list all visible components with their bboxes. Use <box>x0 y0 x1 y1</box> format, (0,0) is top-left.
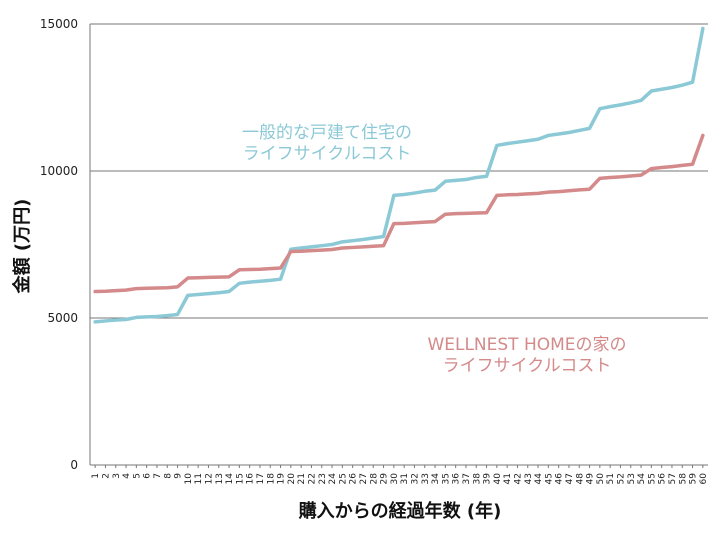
x-tick-label: 15 <box>235 473 245 484</box>
y-tick-label: 15000 <box>40 17 78 31</box>
x-tick-label: 34 <box>431 473 441 485</box>
x-tick-label: 2 <box>101 473 111 479</box>
x-tick-label: 23 <box>318 473 328 484</box>
x-tick-label: 13 <box>215 473 225 484</box>
x-tick-label: 11 <box>194 473 204 484</box>
x-tick-label: 46 <box>555 473 565 485</box>
y-tick-label: 0 <box>70 458 78 472</box>
y-tick-label: 5000 <box>47 311 78 325</box>
x-tick-label: 27 <box>359 473 369 484</box>
x-tick-label: 14 <box>225 473 235 485</box>
y-axis-title: 金額 (万円) <box>11 199 33 295</box>
x-tick-label: 35 <box>441 473 451 484</box>
series-line-1 <box>93 26 705 324</box>
x-tick-label: 16 <box>246 473 256 485</box>
x-tick-label: 19 <box>277 473 287 485</box>
x-tick-label: 29 <box>380 473 390 485</box>
x-tick-label: 55 <box>647 473 657 484</box>
x-tick-label: 42 <box>513 473 523 484</box>
x-tick-label: 28 <box>369 473 379 485</box>
x-tick-label: 47 <box>565 473 575 484</box>
x-tick-label: 30 <box>390 473 400 485</box>
x-tick-label: 36 <box>452 473 462 485</box>
x-axis-title: 購入からの経過年数 (年) <box>298 500 502 522</box>
x-tick-labels: 1 2 3 4 5 6 7 8 9 10 11 12 13 14 15 16 17 18 19 20 21 22 23 24 2… <box>91 465 709 484</box>
x-tick-label: 1 <box>91 473 101 479</box>
x-tick-label: 53 <box>627 473 637 484</box>
x-tick-label: 33 <box>421 473 431 484</box>
x-tick-label: 48 <box>575 473 585 485</box>
x-tick-label: 44 <box>534 473 544 485</box>
series-label-1-line-2: ライフサイクルコスト <box>243 144 412 164</box>
x-tick-label: 37 <box>462 473 472 484</box>
series-label-2-line-1: WELLNEST HOMEの家の <box>427 335 626 355</box>
x-tick-label: 12 <box>204 473 214 484</box>
x-tick-label: 60 <box>699 473 709 485</box>
series-line-2 <box>93 133 705 294</box>
x-tick-label: 8 <box>163 473 173 479</box>
x-tick-label: 49 <box>586 473 596 485</box>
x-tick-label: 17 <box>256 473 266 484</box>
x-tick-label: 31 <box>400 473 410 484</box>
x-tick-label: 58 <box>678 473 688 485</box>
x-tick-label: 9 <box>174 473 184 479</box>
x-tick-label: 40 <box>493 473 503 485</box>
x-tick-label: 32 <box>410 473 420 484</box>
x-tick-label: 18 <box>266 473 276 485</box>
x-tick-label: 3 <box>112 473 122 479</box>
x-tick-label: 7 <box>153 473 163 479</box>
x-tick-label: 22 <box>307 473 317 484</box>
x-tick-label: 10 <box>184 473 194 485</box>
x-tick-label: 57 <box>668 473 678 484</box>
x-tick-label: 51 <box>606 473 616 484</box>
x-tick-label: 21 <box>297 473 307 484</box>
y-tick-label: 10000 <box>40 164 78 178</box>
x-tick-label: 6 <box>143 473 153 479</box>
gridlines <box>89 23 708 466</box>
series-label-1-line-1: 一般的な戸建て住宅の <box>242 123 412 143</box>
x-tick-label: 38 <box>472 473 482 485</box>
series-label-2-line-2: ライフサイクルコスト <box>443 356 612 376</box>
x-tick-label: 41 <box>503 473 513 484</box>
x-tick-label: 5 <box>132 473 142 479</box>
x-tick-label: 20 <box>287 473 297 485</box>
y-tick-labels: 0 5000 10000 15000 <box>40 17 78 472</box>
x-tick-label: 43 <box>524 473 534 484</box>
x-tick-label: 4 <box>122 473 132 479</box>
x-tick-label: 25 <box>338 473 348 484</box>
x-tick-label: 45 <box>544 473 554 484</box>
x-tick-label: 24 <box>328 473 338 485</box>
series-lines <box>93 26 705 324</box>
x-tick-label: 50 <box>596 473 606 485</box>
x-tick-label: 56 <box>658 473 668 485</box>
x-tick-label: 59 <box>689 473 699 485</box>
x-tick-label: 39 <box>483 473 493 485</box>
x-tick-label: 52 <box>616 473 626 484</box>
x-tick-label: 26 <box>349 473 359 485</box>
x-tick-label: 54 <box>637 473 647 485</box>
